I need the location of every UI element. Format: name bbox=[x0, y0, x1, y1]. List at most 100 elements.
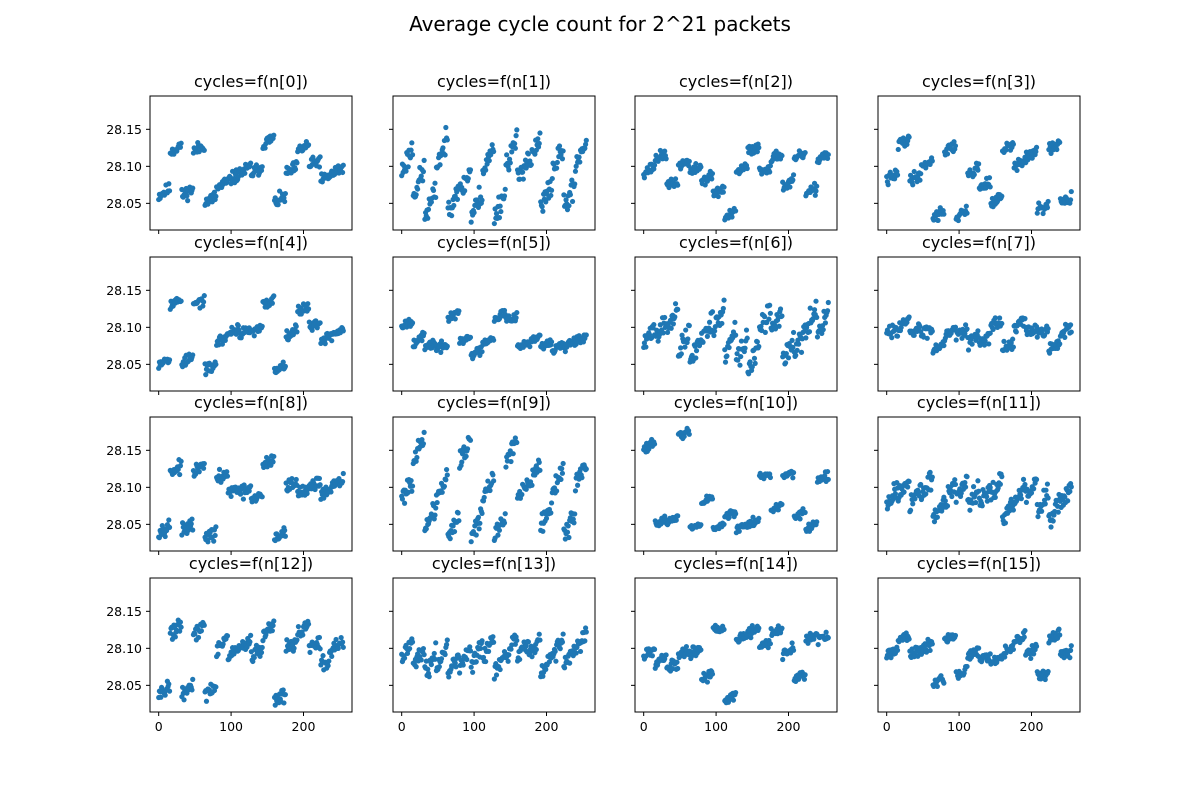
data-point bbox=[704, 333, 711, 339]
data-point bbox=[554, 159, 560, 166]
data-point bbox=[491, 220, 497, 227]
data-point bbox=[906, 636, 912, 642]
data-point bbox=[280, 687, 286, 693]
x-tick-label: 0 bbox=[398, 719, 406, 734]
data-point bbox=[270, 622, 276, 629]
data-point bbox=[894, 647, 901, 653]
data-point bbox=[712, 324, 718, 330]
data-point bbox=[201, 147, 207, 153]
data-point bbox=[1045, 198, 1051, 205]
data-point bbox=[339, 169, 346, 176]
data-point bbox=[975, 167, 981, 173]
data-point bbox=[158, 694, 164, 700]
data-point bbox=[433, 640, 439, 646]
data-point bbox=[814, 314, 820, 320]
subplot-title: cycles=f(n[7]) bbox=[922, 233, 1036, 252]
data-point bbox=[292, 166, 299, 172]
data-point bbox=[824, 468, 831, 475]
subplot-title: cycles=f(n[12]) bbox=[189, 554, 313, 573]
data-point bbox=[443, 642, 450, 648]
data-point bbox=[177, 628, 183, 634]
data-point bbox=[560, 460, 566, 467]
data-point bbox=[322, 341, 328, 347]
data-point bbox=[709, 170, 716, 177]
data-point bbox=[1054, 146, 1060, 153]
x-tick-label: 100 bbox=[462, 719, 486, 734]
plot-frame bbox=[149, 577, 353, 713]
data-point bbox=[213, 684, 219, 690]
data-point bbox=[289, 475, 295, 482]
subplot-6: cycles=f(n[6]) bbox=[631, 233, 838, 395]
data-point bbox=[166, 181, 172, 187]
data-point bbox=[514, 309, 520, 316]
data-point bbox=[1068, 329, 1074, 335]
data-point bbox=[177, 144, 184, 150]
data-point bbox=[409, 639, 416, 645]
data-point bbox=[561, 665, 568, 671]
data-point bbox=[975, 478, 981, 484]
data-point bbox=[564, 529, 571, 535]
data-point bbox=[567, 192, 573, 198]
data-point bbox=[305, 142, 312, 148]
data-point bbox=[444, 137, 450, 143]
data-point bbox=[523, 643, 529, 649]
data-point bbox=[1028, 490, 1035, 496]
data-point bbox=[166, 188, 173, 194]
data-point bbox=[1033, 323, 1040, 330]
data-point bbox=[403, 168, 409, 174]
data-point bbox=[806, 329, 813, 335]
data-point bbox=[1002, 520, 1009, 526]
data-point bbox=[401, 655, 408, 661]
data-point bbox=[195, 634, 202, 641]
subplot-10: cycles=f(n[10]) bbox=[631, 393, 838, 555]
data-point bbox=[567, 660, 573, 666]
data-point bbox=[280, 359, 286, 365]
data-point bbox=[282, 363, 288, 369]
data-point bbox=[754, 339, 760, 345]
data-point bbox=[553, 658, 559, 664]
data-point bbox=[294, 637, 300, 643]
data-point bbox=[192, 631, 198, 637]
data-point bbox=[999, 320, 1005, 327]
data-point bbox=[1031, 486, 1037, 492]
data-point bbox=[1042, 676, 1048, 683]
data-point bbox=[473, 659, 479, 665]
data-point bbox=[1033, 476, 1040, 483]
data-point bbox=[672, 301, 679, 307]
data-point bbox=[910, 182, 916, 188]
data-point bbox=[1043, 487, 1049, 493]
data-point bbox=[413, 192, 419, 198]
data-point bbox=[571, 520, 577, 526]
data-point bbox=[248, 632, 254, 638]
data-point bbox=[190, 185, 196, 191]
data-point bbox=[722, 347, 728, 353]
data-point bbox=[487, 487, 493, 494]
y-tick-label: 28.10 bbox=[106, 641, 142, 656]
data-point bbox=[744, 335, 750, 341]
data-point bbox=[471, 210, 477, 216]
data-point bbox=[467, 644, 473, 650]
y-tick-label: 28.15 bbox=[106, 604, 142, 619]
data-point bbox=[558, 476, 564, 483]
data-point bbox=[734, 351, 740, 357]
x-tick-label: 0 bbox=[155, 719, 163, 734]
data-point bbox=[825, 299, 831, 306]
data-point bbox=[335, 645, 341, 652]
data-point bbox=[443, 477, 449, 483]
data-point bbox=[444, 637, 450, 643]
data-point bbox=[220, 641, 226, 647]
data-point bbox=[767, 302, 773, 308]
data-point bbox=[953, 337, 959, 343]
scatter-points bbox=[399, 307, 589, 362]
data-point bbox=[219, 341, 225, 347]
data-point bbox=[683, 327, 689, 333]
data-point bbox=[811, 636, 817, 642]
scatter-points bbox=[156, 132, 346, 208]
plot-frame bbox=[877, 416, 1081, 552]
data-point bbox=[490, 634, 496, 640]
data-point bbox=[467, 648, 474, 654]
data-point bbox=[1057, 139, 1063, 146]
data-point bbox=[549, 175, 555, 182]
data-point bbox=[501, 307, 508, 314]
data-point bbox=[525, 639, 531, 645]
